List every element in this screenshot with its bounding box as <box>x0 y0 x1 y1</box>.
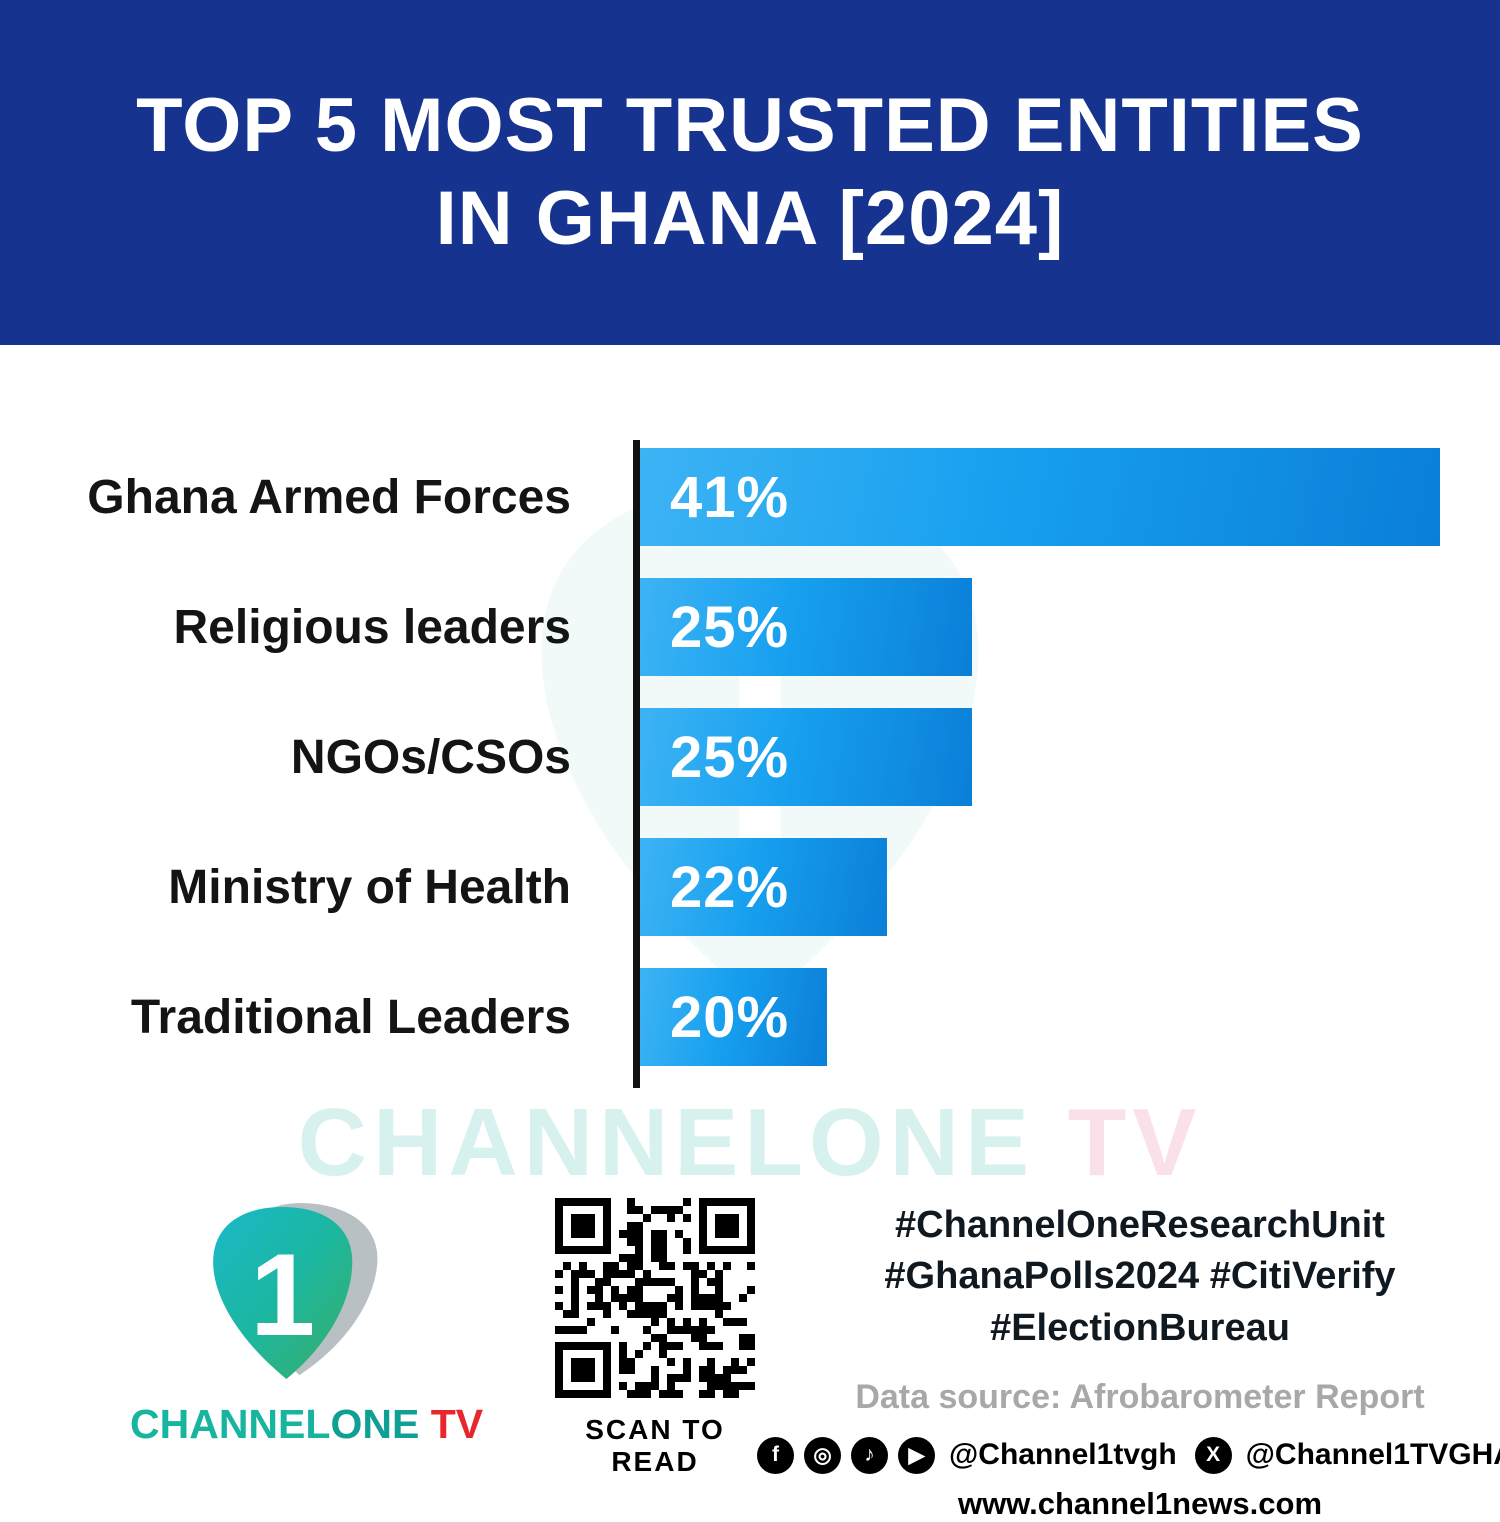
bar: 41% <box>640 448 1440 546</box>
bar: 20% <box>640 968 827 1066</box>
youtube-icon: ▶ <box>898 1436 936 1474</box>
social-handle-2: @Channel1TVGHA <box>1245 1438 1500 1472</box>
bar-label: Religious leaders <box>173 600 571 654</box>
channel-one-logo-icon: 1 <box>130 1185 460 1395</box>
hashtags-line-3: #ElectionBureau <box>990 1306 1290 1349</box>
watermark-main-text: CHANNELONE <box>297 1089 1035 1196</box>
facebook-icon: f <box>757 1436 795 1474</box>
tiktok-icon: ♪ <box>851 1436 889 1474</box>
wordmark-tv: TV <box>419 1401 484 1447</box>
qr-block: SCAN TO READ <box>540 1198 770 1478</box>
page-title-line1: TOP 5 MOST TRUSTED ENTITIES <box>136 82 1364 168</box>
hashtags-line-1: #ChannelOneResearchUnit <box>895 1204 1385 1246</box>
x-icon: X <box>1194 1436 1232 1474</box>
svg-text:1: 1 <box>250 1229 315 1360</box>
channel-one-wordmark: CHANNELONE TV <box>130 1401 483 1448</box>
watermark-tv-text: TV <box>1035 1089 1203 1196</box>
social-row: f ◎ ♪ ▶ @Channel1tvgh X @Channel1TVGHA <box>757 1436 1500 1474</box>
bar-row: Ministry of Health 22% <box>0 838 1500 936</box>
bar-value: 25% <box>670 724 790 790</box>
bar: 22% <box>640 838 887 936</box>
wordmark-channel: CHANNEL <box>130 1401 331 1447</box>
social-handle-1: @Channel1tvgh <box>949 1438 1177 1472</box>
bar: 25% <box>640 708 972 806</box>
qr-caption: SCAN TO READ <box>585 1414 725 1477</box>
qr-code <box>555 1198 755 1398</box>
bar-value: 20% <box>670 984 790 1050</box>
bar-label: Traditional Leaders <box>130 990 571 1044</box>
bar-row: NGOs/CSOs 25% <box>0 708 1500 806</box>
wordmark-one: ONE <box>330 1401 420 1447</box>
website-text: www.channel1news.com <box>957 1485 1323 1521</box>
bar-label: Ghana Armed Forces <box>87 470 571 524</box>
page-title-line2: IN GHANA [2024] <box>435 175 1065 261</box>
bar-value: 25% <box>670 594 790 660</box>
bar-label: Ministry of Health <box>168 860 571 914</box>
bar-label: NGOs/CSOs <box>290 730 571 784</box>
footer-info-block: #ChannelOneResearchUnit #GhanaPolls2024 … <box>757 1200 1500 1522</box>
bar-row: Traditional Leaders 20% <box>0 968 1500 1066</box>
header-banner: TOP 5 MOST TRUSTED ENTITIES IN GHANA [20… <box>0 0 1500 345</box>
bar-row: Ghana Armed Forces 41% <box>0 448 1500 546</box>
bar: 25% <box>640 578 972 676</box>
channel-one-logo-block: 1 CHANNELONE TV <box>130 1185 483 1448</box>
data-source-text: Data source: Afrobarometer Report <box>855 1377 1425 1416</box>
channel-one-watermark: CHANNELONE TV <box>0 1088 1500 1198</box>
bar-value: 41% <box>670 464 790 530</box>
axis-line <box>633 440 640 1088</box>
instagram-icon: ◎ <box>804 1436 842 1474</box>
bar-row: Religious leaders 25% <box>0 578 1500 676</box>
bar-chart: Ghana Armed Forces 41% Religious leaders… <box>0 440 1500 1088</box>
bar-value: 22% <box>670 854 790 920</box>
hashtags-line-2: #GhanaPolls2024 #CitiVerify <box>884 1255 1396 1298</box>
